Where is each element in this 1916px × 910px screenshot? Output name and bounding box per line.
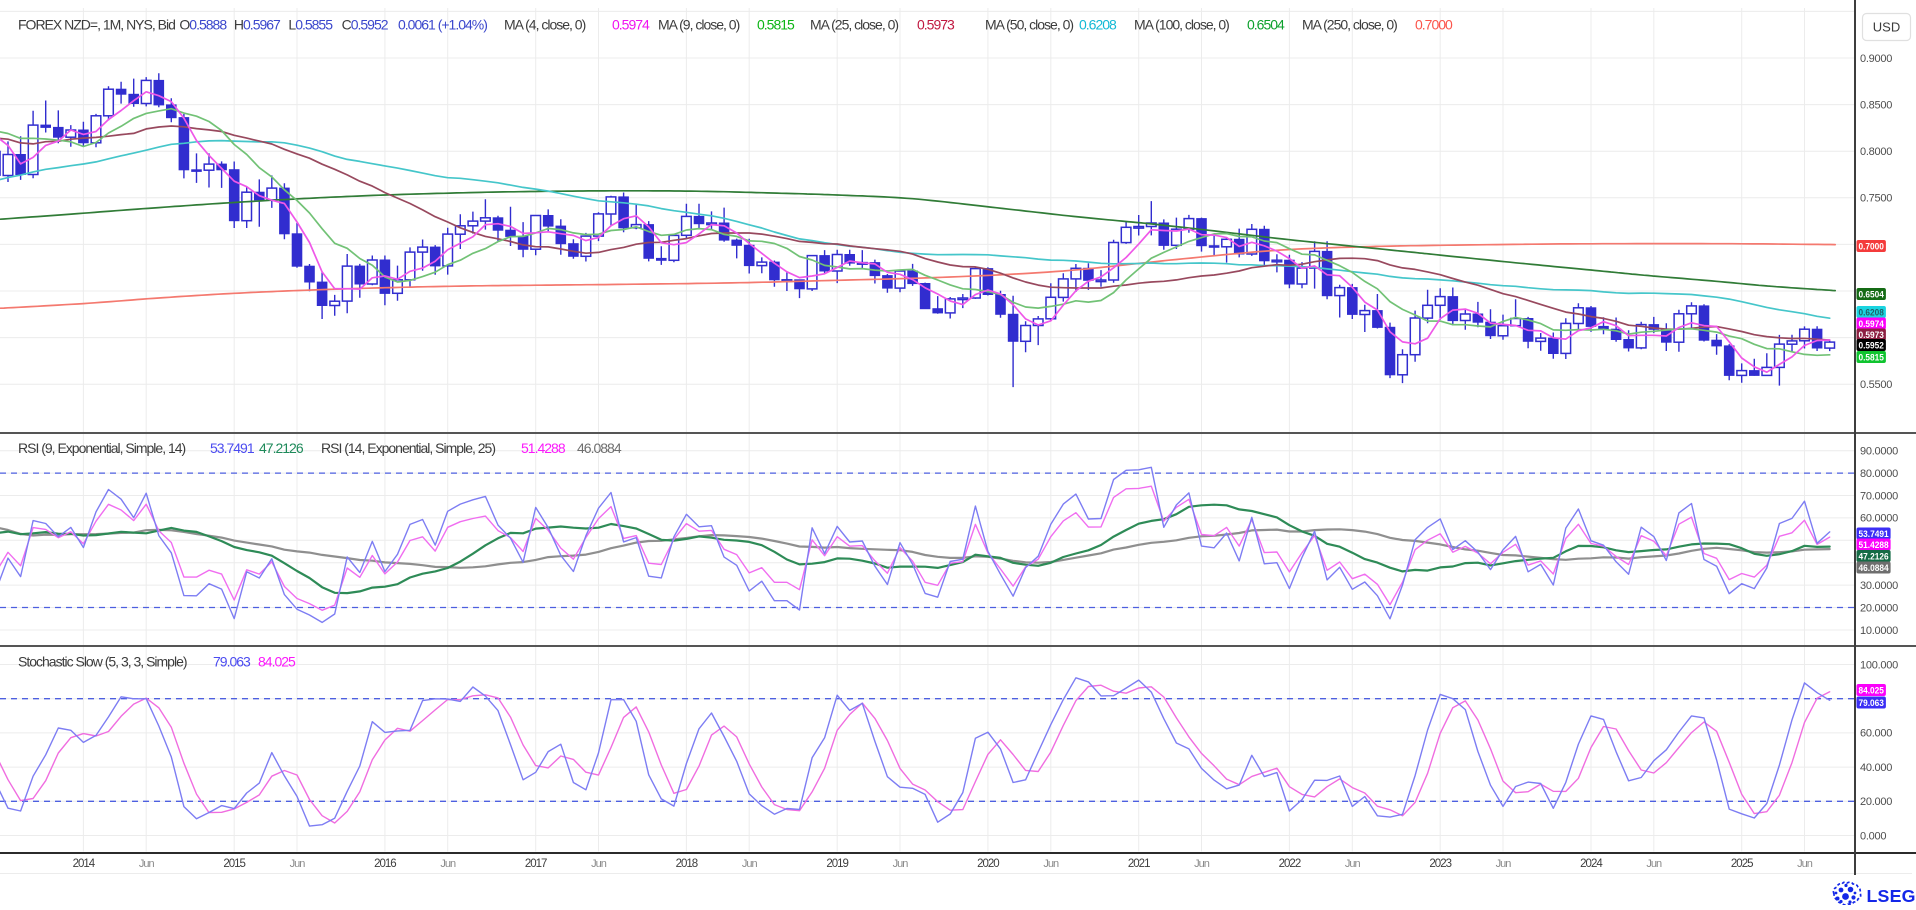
svg-text:MA (250, close, 0): MA (250, close, 0) — [1302, 17, 1397, 33]
svg-text:0.8500: 0.8500 — [1860, 99, 1892, 111]
svg-text:70.0000: 70.0000 — [1860, 490, 1898, 502]
svg-text:Jun: Jun — [742, 858, 758, 870]
svg-text:2023: 2023 — [1429, 858, 1451, 870]
svg-text:0.0061 (+1.04%): 0.0061 (+1.04%) — [398, 17, 487, 33]
svg-text:46.0884: 46.0884 — [1859, 563, 1890, 574]
svg-text:2017: 2017 — [525, 858, 547, 870]
svg-text:0.9000: 0.9000 — [1860, 53, 1892, 65]
svg-text:Jun: Jun — [139, 858, 155, 870]
svg-text:79.063: 79.063 — [213, 654, 251, 670]
svg-text:2022: 2022 — [1279, 858, 1301, 870]
svg-text:LSEG: LSEG — [1867, 886, 1916, 905]
svg-text:0.7500: 0.7500 — [1860, 193, 1892, 205]
svg-text:MA (4, close, 0): MA (4, close, 0) — [504, 17, 586, 33]
svg-text:L0.5855: L0.5855 — [288, 17, 333, 33]
svg-text:84.025: 84.025 — [1859, 686, 1885, 697]
svg-text:30.0000: 30.0000 — [1860, 580, 1898, 592]
svg-text:20.0000: 20.0000 — [1860, 602, 1898, 614]
svg-text:RSI (9, Exponential, Simple, 1: RSI (9, Exponential, Simple, 14) — [18, 440, 186, 456]
svg-text:Jun: Jun — [591, 858, 607, 870]
svg-text:2018: 2018 — [676, 858, 698, 870]
svg-text:0.6504: 0.6504 — [1859, 290, 1885, 301]
svg-text:Stochastic Slow (5, 3, 3, Simp: Stochastic Slow (5, 3, 3, Simple) — [18, 654, 187, 670]
svg-text:Jun: Jun — [290, 858, 306, 870]
svg-text:0.8000: 0.8000 — [1860, 146, 1892, 158]
svg-text:MA (100, close, 0): MA (100, close, 0) — [1134, 17, 1229, 33]
svg-text:53.7491: 53.7491 — [210, 440, 255, 456]
svg-text:0.5815: 0.5815 — [757, 17, 795, 33]
svg-text:80.0000: 80.0000 — [1860, 468, 1898, 480]
svg-text:2014: 2014 — [73, 858, 96, 870]
svg-text:47.2126: 47.2126 — [1859, 552, 1889, 563]
svg-text:MA (25, close, 0): MA (25, close, 0) — [810, 17, 898, 33]
svg-text:USD: USD — [1873, 20, 1900, 35]
svg-text:MA (50, close, 0): MA (50, close, 0) — [985, 17, 1073, 33]
svg-text:51.4288: 51.4288 — [521, 440, 566, 456]
svg-text:2016: 2016 — [374, 858, 396, 870]
svg-text:MA (9, close, 0): MA (9, close, 0) — [658, 17, 740, 33]
svg-text:Jun: Jun — [1043, 858, 1059, 870]
svg-text:2015: 2015 — [223, 858, 245, 870]
svg-text:10.0000: 10.0000 — [1860, 625, 1898, 637]
svg-text:Jun: Jun — [1646, 858, 1662, 870]
svg-text:47.2126: 47.2126 — [259, 440, 304, 456]
svg-text:51.4288: 51.4288 — [1859, 540, 1890, 551]
svg-text:0.5952: 0.5952 — [1859, 341, 1884, 352]
svg-text:79.063: 79.063 — [1859, 698, 1884, 709]
svg-text:2021: 2021 — [1128, 858, 1150, 870]
svg-text:Jun: Jun — [1194, 858, 1210, 870]
svg-text:O0.5888: O0.5888 — [179, 17, 227, 33]
svg-text:Jun: Jun — [1345, 858, 1361, 870]
svg-text:Jun: Jun — [1496, 858, 1512, 870]
svg-text:0.6208: 0.6208 — [1079, 17, 1117, 33]
svg-text:0.7000: 0.7000 — [1859, 242, 1884, 253]
svg-text:2024: 2024 — [1580, 858, 1603, 870]
svg-text:Jun: Jun — [1797, 858, 1813, 870]
svg-text:2020: 2020 — [977, 858, 999, 870]
svg-text:53.7491: 53.7491 — [1859, 529, 1890, 540]
svg-text:H0.5967: H0.5967 — [234, 17, 281, 33]
svg-text:84.025: 84.025 — [258, 654, 296, 670]
svg-text:Jun: Jun — [893, 858, 909, 870]
svg-text:0.6504: 0.6504 — [1247, 17, 1285, 33]
svg-text:20.000: 20.000 — [1860, 796, 1892, 808]
svg-text:60.0000: 60.0000 — [1860, 513, 1898, 525]
svg-text:60.000: 60.000 — [1860, 728, 1892, 740]
svg-text:40.000: 40.000 — [1860, 762, 1892, 774]
svg-text:46.0884: 46.0884 — [577, 440, 622, 456]
svg-text:0.5815: 0.5815 — [1859, 353, 1885, 364]
svg-text:0.7000: 0.7000 — [1415, 17, 1453, 33]
svg-text:0.5974: 0.5974 — [1859, 319, 1885, 330]
svg-text:100.000: 100.000 — [1860, 659, 1898, 671]
svg-text:2025: 2025 — [1731, 858, 1753, 870]
svg-text:2019: 2019 — [826, 858, 848, 870]
svg-text:Jun: Jun — [440, 858, 456, 870]
svg-text:0.000: 0.000 — [1860, 830, 1886, 842]
svg-text:0.5974: 0.5974 — [612, 17, 650, 33]
svg-text:C0.5952: C0.5952 — [342, 17, 389, 33]
svg-text:90.0000: 90.0000 — [1860, 446, 1898, 458]
svg-text:RSI (14, Exponential, Simple,: RSI (14, Exponential, Simple, 25) — [321, 440, 495, 456]
svg-text:FOREX NZD=, 1M, NYS, Bid: FOREX NZD=, 1M, NYS, Bid — [18, 17, 175, 33]
svg-text:0.5973: 0.5973 — [917, 17, 955, 33]
svg-text:0.6208: 0.6208 — [1859, 308, 1885, 319]
svg-text:0.5500: 0.5500 — [1860, 379, 1892, 391]
